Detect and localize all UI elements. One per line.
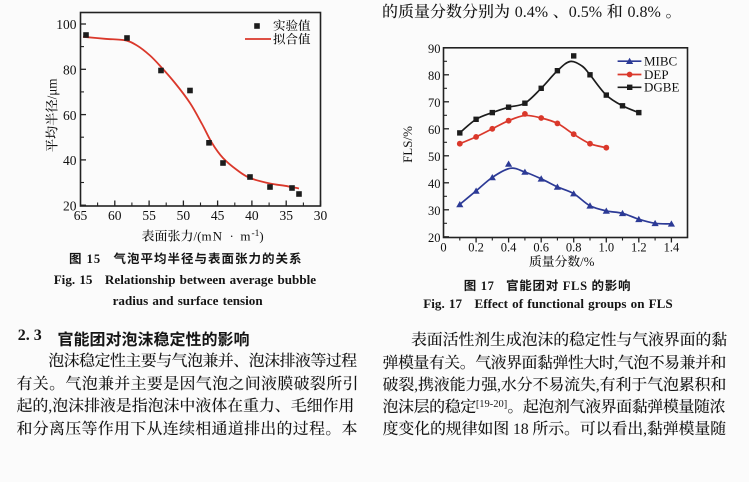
svg-text:35: 35 — [279, 208, 293, 223]
svg-text:DGBE: DGBE — [644, 80, 679, 95]
svg-text:100: 100 — [56, 17, 77, 32]
svg-text:1.0: 1.0 — [598, 241, 614, 255]
svg-text:40: 40 — [63, 153, 77, 168]
svg-text:65: 65 — [74, 208, 88, 223]
svg-text:0: 0 — [440, 241, 446, 255]
svg-text:40: 40 — [245, 208, 259, 223]
svg-text:80: 80 — [428, 69, 441, 83]
svg-text:30: 30 — [314, 208, 328, 223]
svg-text:0.2: 0.2 — [468, 241, 484, 255]
svg-text:MIBC: MIBC — [644, 54, 677, 69]
svg-text:实验值: 实验值 — [273, 16, 311, 34]
svg-text:平均半径/μm: 平均半径/μm — [41, 78, 60, 152]
svg-text:30: 30 — [428, 204, 441, 218]
svg-text:质量分数/%: 质量分数/% — [529, 251, 595, 270]
svg-text:20: 20 — [428, 231, 441, 245]
svg-text:70: 70 — [428, 96, 441, 110]
svg-text:50: 50 — [428, 150, 441, 164]
svg-text:1.2: 1.2 — [631, 241, 647, 255]
svg-text:50: 50 — [177, 208, 191, 223]
svg-text:55: 55 — [142, 208, 156, 223]
svg-text:1.4: 1.4 — [664, 241, 680, 255]
svg-text:0.6: 0.6 — [533, 241, 549, 255]
svg-text:0.4: 0.4 — [501, 241, 517, 255]
svg-text:60: 60 — [428, 123, 441, 137]
svg-text:60: 60 — [63, 108, 77, 123]
svg-text:20: 20 — [63, 198, 77, 213]
svg-text:90: 90 — [428, 42, 441, 56]
svg-text:0.8: 0.8 — [566, 241, 582, 255]
svg-text:DEP: DEP — [644, 67, 669, 82]
svg-text:表面张力/(mN · m-1): 表面张力/(mN · m-1) — [142, 225, 264, 245]
svg-text:40: 40 — [428, 177, 441, 191]
svg-text:FLS/%: FLS/% — [400, 126, 415, 163]
svg-text:拟合值: 拟合值 — [273, 29, 311, 47]
svg-text:80: 80 — [63, 63, 77, 78]
svg-text:60: 60 — [108, 208, 122, 223]
svg-text:45: 45 — [211, 208, 225, 223]
